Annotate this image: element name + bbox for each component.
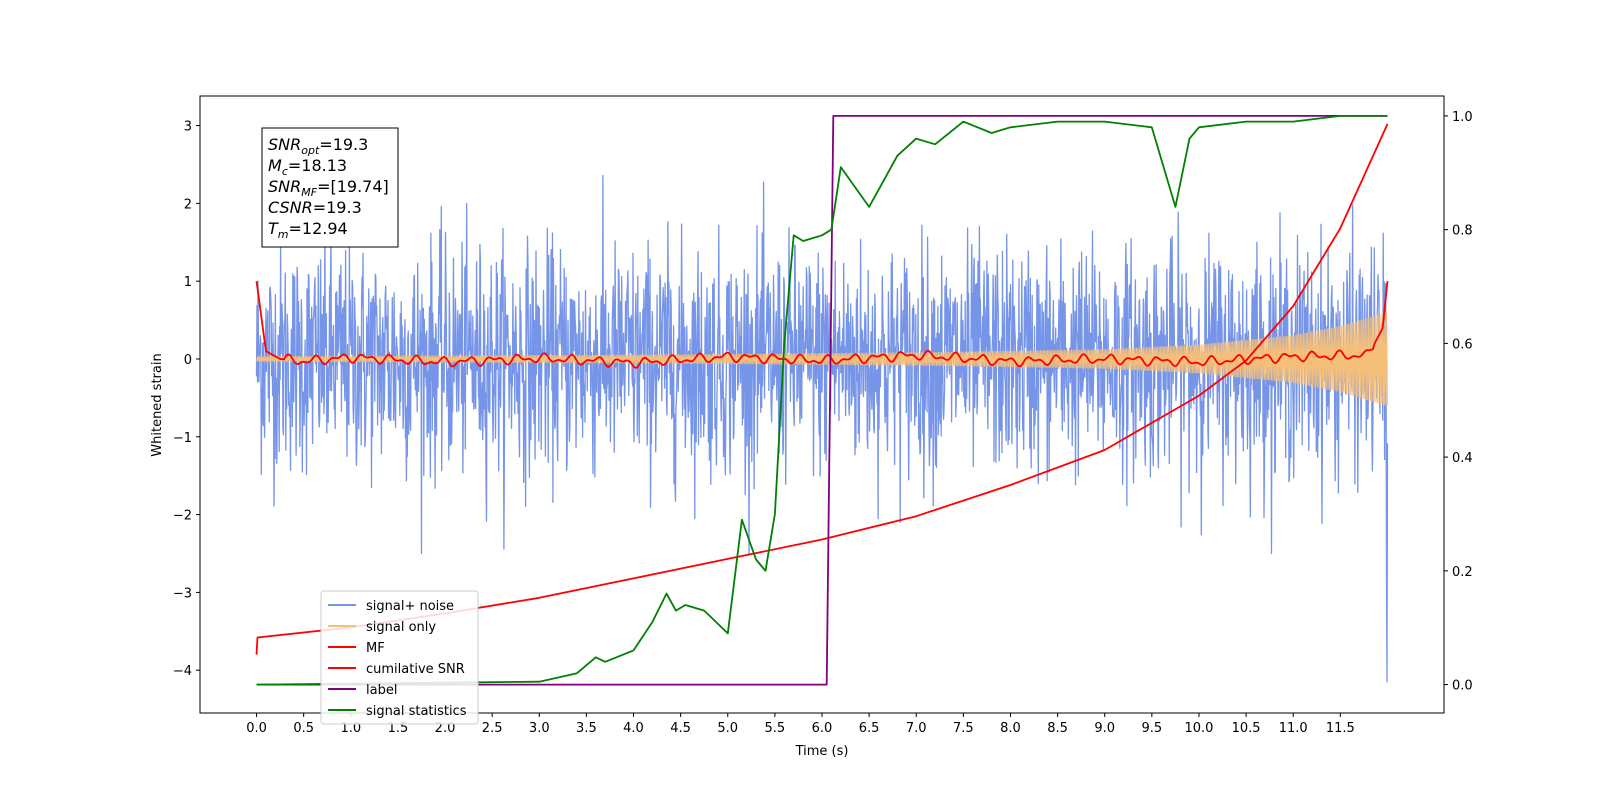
y-axis-label: Whitened strain <box>150 353 165 456</box>
x-tick-label: 7.5 <box>953 721 974 736</box>
y-left-tick-label: −3 <box>173 586 192 601</box>
annotation-variable: SNR <box>268 177 301 196</box>
x-tick-label: 9.0 <box>1094 721 1115 736</box>
annotation-line: CSNR=19.3 <box>268 198 362 217</box>
y-left-tick-label: −2 <box>173 509 192 524</box>
y-right-tick-label: 0.0 <box>1452 679 1473 694</box>
annotation-value: =[19.74] <box>317 177 389 196</box>
annotation-value: =18.13 <box>288 156 347 175</box>
y-left-tick-label: 0 <box>184 353 192 368</box>
y-left-tick-label: −4 <box>173 664 192 679</box>
x-tick-label: 2.0 <box>435 721 456 736</box>
legend-label: signal statistics <box>366 704 467 719</box>
annotation-subscript: c <box>282 165 288 178</box>
y-right-tick-label: 0.8 <box>1452 224 1473 239</box>
annotation-value: =12.94 <box>289 219 348 238</box>
annotation-variable: SNR <box>268 135 301 154</box>
x-tick-label: 1.5 <box>388 721 409 736</box>
x-axis-label: Time (s) <box>795 744 849 759</box>
x-tick-label: 8.0 <box>1000 721 1021 736</box>
annotation-frame <box>261 127 399 248</box>
y-axis-right: 1.0 0.8 0.6 0.4 0.2 0.0 <box>1444 110 1473 694</box>
annotation-variable: M <box>268 156 282 175</box>
legend-label: signal+ noise <box>366 599 454 614</box>
annotation-line: SNRMF=[19.74] <box>268 177 389 199</box>
x-tick-label: 10.5 <box>1232 721 1261 736</box>
y-left-tick-label: 2 <box>184 197 192 212</box>
legend-label: signal only <box>366 620 436 635</box>
y-left-tick-label: −1 <box>173 431 192 446</box>
x-tick-label: 0.0 <box>246 721 267 736</box>
x-tick-label: 11.0 <box>1279 721 1308 736</box>
y-axis-left: 3 2 1 0 −1 −2 −3 −4 <box>173 120 200 679</box>
annotation-subscript: m <box>278 228 289 241</box>
y-left-tick-label: 1 <box>184 275 192 290</box>
x-tick-label: 11.5 <box>1326 721 1355 736</box>
annotation-box: SNRopt=19.3Mc=18.13SNRMF=[19.74]CSNR=19.… <box>261 127 399 248</box>
legend-label: label <box>366 683 397 698</box>
y-right-tick-label: 0.2 <box>1452 565 1473 580</box>
x-tick-label: 3.5 <box>576 721 597 736</box>
legend-label: cumilative SNR <box>366 662 465 677</box>
legend-frame <box>320 590 479 725</box>
x-tick-label: 4.5 <box>670 721 691 736</box>
x-tick-label: 0.5 <box>293 721 314 736</box>
x-tick-label: 3.0 <box>529 721 550 736</box>
legend-label: MF <box>366 641 385 656</box>
series-line-signal-statistics <box>256 115 1388 686</box>
annotation-line: SNRopt=19.3 <box>268 135 368 157</box>
series-line-mf <box>255 281 1389 369</box>
y-right-tick-label: 0.4 <box>1452 451 1473 466</box>
x-tick-label: 4.0 <box>623 721 644 736</box>
x-tick-label: 5.0 <box>717 721 738 736</box>
annotation-variable: T <box>268 219 279 238</box>
annotation-line: Mc=18.13 <box>268 156 347 178</box>
x-tick-label: 8.5 <box>1047 721 1068 736</box>
annotation-value: =19.3 <box>319 135 368 154</box>
x-tick-label: 2.5 <box>482 721 503 736</box>
x-tick-label: 10.0 <box>1184 721 1213 736</box>
x-tick-label: 7.0 <box>906 721 927 736</box>
x-tick-label: 9.5 <box>1142 721 1163 736</box>
annotation-line: Tm=12.94 <box>268 219 348 241</box>
x-tick-label: 6.5 <box>859 721 880 736</box>
y-left-tick-label: 3 <box>184 120 192 135</box>
annotation-subscript: MF <box>301 186 317 199</box>
x-tick-label: 5.5 <box>765 721 786 736</box>
x-axis: 0.0 0.5 1.0 1.5 2.0 2.5 3.0 3.5 4.0 4.5 5.0 5.5 6.0 6… <box>246 713 1355 736</box>
annotation-subscript: opt <box>301 144 320 157</box>
x-tick-label: 1.0 <box>340 721 361 736</box>
legend: signal+ noise signal only MF cumilative SNR… <box>320 590 479 725</box>
annotation-variable: CSNR <box>268 198 313 217</box>
series-line-label <box>256 115 1388 686</box>
x-tick-label: 6.0 <box>812 721 833 736</box>
annotation-value: =19.3 <box>313 198 362 217</box>
y-right-tick-label: 1.0 <box>1452 110 1473 125</box>
y-right-tick-label: 0.6 <box>1452 337 1473 352</box>
